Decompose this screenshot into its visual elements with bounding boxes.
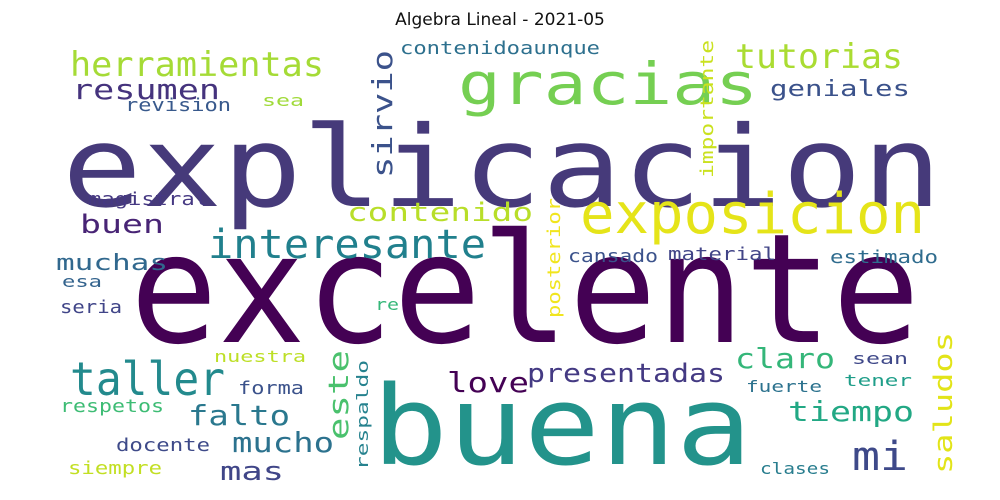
cloud-word-claro: claro xyxy=(735,342,835,375)
cloud-word-gracias: gracias xyxy=(458,50,758,118)
cloud-word-clases: clases xyxy=(760,459,830,478)
cloud-word-resumen: resumen xyxy=(72,73,220,106)
cloud-word-magistral: magistral xyxy=(88,189,208,210)
cloud-word-taller: taller xyxy=(70,352,225,406)
cloud-word-respetos: respetos xyxy=(60,396,164,417)
cloud-word-presentadas: presentadas xyxy=(527,359,725,389)
cloud-word-revision: revision xyxy=(125,95,231,116)
cloud-word-re: re xyxy=(375,295,399,314)
cloud-word-interesante: interesante xyxy=(208,222,486,268)
cloud-word-mas: mas xyxy=(220,457,284,487)
cloud-word-tutorias: tutorias xyxy=(735,37,903,77)
cloud-word-herramientas: herramientas xyxy=(70,45,324,85)
cloud-word-sirvio: sirvio xyxy=(366,50,399,178)
cloud-word-material: material xyxy=(668,244,776,265)
cloud-word-love: love xyxy=(447,366,529,399)
cloud-word-mucho: mucho xyxy=(232,426,334,459)
cloud-word-cansado: cansado xyxy=(568,246,658,267)
cloud-word-exposicion: exposicion xyxy=(580,182,925,247)
cloud-word-mi: mi xyxy=(852,434,908,480)
cloud-word-posterior: posterior xyxy=(544,198,565,318)
cloud-word-buena: buena xyxy=(372,362,752,490)
cloud-word-este: este xyxy=(322,350,355,440)
cloud-word-geniales: geniales xyxy=(770,77,910,102)
cloud-word-sea: sea xyxy=(262,91,304,110)
cloud-word-saludos: saludos xyxy=(929,332,959,474)
cloud-word-explicacion: explicacion xyxy=(62,103,942,233)
figure-title: Algebra Lineal - 2021-05 xyxy=(395,10,605,30)
cloud-word-forma: forma xyxy=(238,378,304,399)
cloud-word-contenido: contenido xyxy=(347,198,533,228)
cloud-word-muchas: muchas xyxy=(56,251,168,276)
cloud-word-buen: buen xyxy=(80,210,164,240)
cloud-word-estimado: estimado xyxy=(830,247,938,268)
cloud-word-importante: importante xyxy=(697,40,718,178)
cloud-word-tiempo: tiempo xyxy=(788,395,914,428)
cloud-word-excelente: excelente xyxy=(130,201,920,378)
cloud-word-sean: sean xyxy=(852,349,908,368)
cloud-word-docente: docente xyxy=(116,435,210,456)
cloud-word-fuerte: fuerte xyxy=(746,377,822,396)
cloud-word-contenidoaunque: contenidoaunque xyxy=(400,38,600,59)
cloud-word-nuestra: nuestra xyxy=(214,347,306,366)
cloud-word-respaldo: respaldo xyxy=(353,360,372,470)
cloud-word-esa: esa xyxy=(62,272,102,291)
cloud-word-siempre: siempre xyxy=(68,458,162,479)
cloud-word-falto: falto xyxy=(188,399,290,432)
cloud-word-tener: tener xyxy=(844,371,913,390)
cloud-word-seria: seria xyxy=(60,297,122,318)
